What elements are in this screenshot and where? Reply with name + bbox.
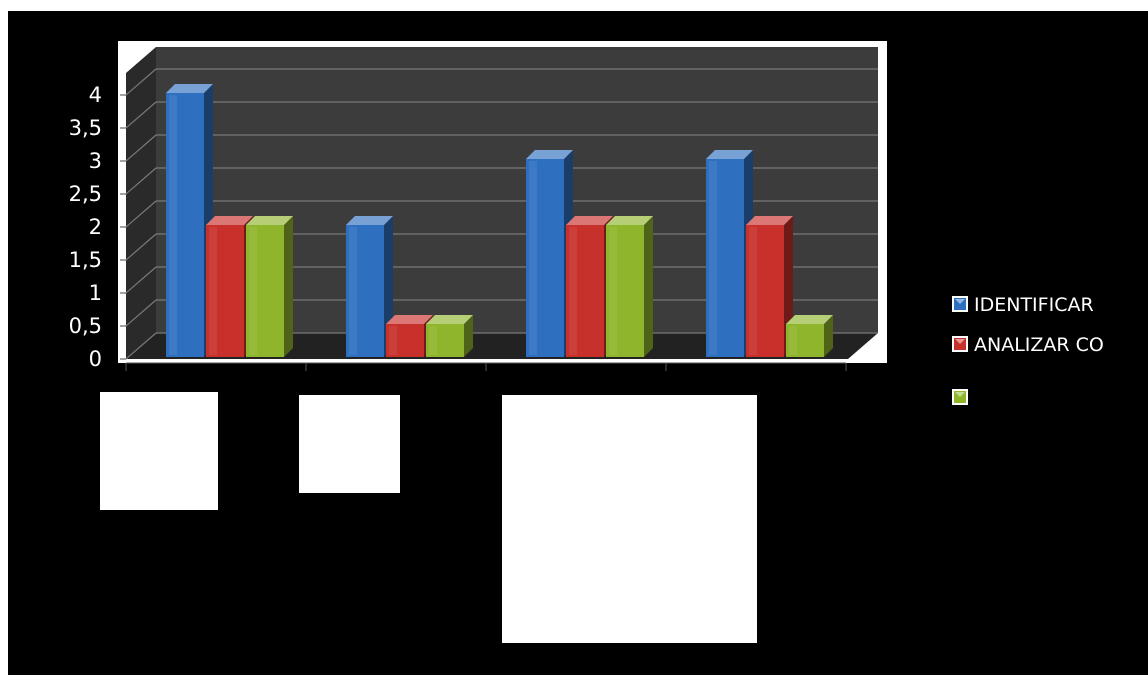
- redaction-box: [502, 395, 757, 643]
- chart-frame: 0 0,5 1 1,5 2 2,5 3 3,5 4 IDENTIFICAR ANALIZAR CO: [8, 11, 1148, 675]
- gridline: [125, 266, 157, 294]
- floor: [126, 333, 878, 359]
- bar: [786, 315, 833, 357]
- gridline: [125, 167, 157, 195]
- gridline: [125, 134, 157, 162]
- y-tick-label: 1,5: [69, 248, 102, 272]
- gridline: [125, 68, 157, 96]
- y-tick-label: 3,5: [69, 116, 102, 140]
- gridline: [125, 200, 157, 228]
- redaction-box: [299, 395, 400, 493]
- y-tick-label: 3: [89, 149, 102, 173]
- bar: [526, 150, 573, 357]
- bars: [166, 84, 833, 357]
- y-tick-label: 1: [89, 281, 102, 305]
- bar: [706, 150, 753, 357]
- redaction-box: [100, 392, 218, 510]
- legend-item: ANALIZAR CO: [952, 334, 1104, 356]
- bar: [566, 216, 613, 357]
- bar: [386, 315, 433, 357]
- gridline: [125, 299, 157, 327]
- bar: [606, 216, 653, 357]
- x-axis: [125, 362, 847, 371]
- legend-label: ANALIZAR CO: [974, 334, 1104, 356]
- side-wall: [126, 47, 156, 359]
- bar: [206, 216, 253, 357]
- gridline: [125, 233, 157, 261]
- legend-label: IDENTIFICAR: [974, 294, 1094, 316]
- bar-chart: 0 0,5 1 1,5 2 2,5 3 3,5 4 IDENTIFICAR ANALIZAR CO: [69, 41, 1104, 643]
- y-tick-label: 2,5: [69, 182, 102, 206]
- back-wall: [156, 47, 878, 333]
- bar: [246, 216, 293, 357]
- gridline: [125, 332, 157, 360]
- bar: [746, 216, 793, 357]
- legend-item: [952, 389, 968, 405]
- bar: [346, 216, 393, 357]
- y-tick-label: 2: [89, 215, 102, 239]
- y-tick-label: 0,5: [69, 314, 102, 338]
- legend-item: IDENTIFICAR: [952, 294, 1094, 316]
- y-axis: 0 0,5 1 1,5 2 2,5 3 3,5 4: [69, 83, 126, 371]
- legend: IDENTIFICAR ANALIZAR CO: [952, 294, 1104, 405]
- bar: [166, 84, 213, 357]
- gridline: [125, 101, 157, 129]
- y-tick-label: 4: [89, 83, 102, 107]
- bar: [426, 315, 473, 357]
- y-tick-label: 0: [89, 347, 102, 371]
